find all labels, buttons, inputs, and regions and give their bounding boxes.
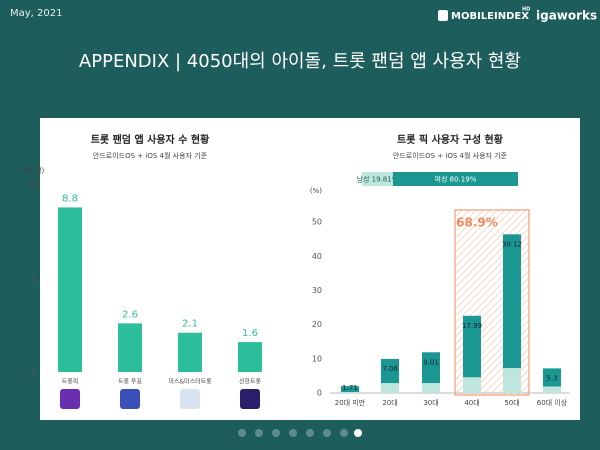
x-tick-label: 30대: [423, 399, 438, 407]
app-icon: [120, 389, 140, 409]
chart-title: 트롯 픽 사용자 구성 현황: [397, 133, 504, 146]
value-label: 39.12: [502, 240, 522, 248]
chart-subtitle: 안드로이드OS + iOS 4월 사용자 기준: [393, 151, 508, 160]
x-tick-label: 트롯 투표: [118, 379, 142, 386]
bar-segment: [543, 386, 561, 393]
split-segment: [362, 172, 393, 186]
slide-title: APPENDIX | 4050대의 아이돌, 트롯 팬덤 앱 사용자 현황: [79, 51, 521, 72]
page-dot[interactable]: [255, 429, 263, 437]
y-tick-label: 5: [31, 274, 36, 283]
bar-segment: [463, 377, 481, 393]
value-label: 17.99: [462, 322, 482, 330]
x-tick-label: 50대: [504, 399, 519, 407]
page-dot[interactable]: [272, 429, 280, 437]
bar-segment: [422, 383, 440, 393]
y-tick-label: 40: [312, 252, 322, 261]
value-label: 1.6: [242, 328, 258, 339]
annotation: 68.9%: [456, 216, 498, 230]
bar-segment: [381, 383, 399, 393]
page-dot[interactable]: [323, 429, 331, 437]
chart-subtitle: 안드로이드OS + iOS 4월 사용자 기준: [93, 151, 208, 160]
chart-title: 트롯 팬덤 앱 사용자 수 현황: [91, 133, 210, 146]
split-segment: [392, 172, 518, 186]
logo-partner: igaworks: [536, 9, 597, 23]
pager: [238, 429, 362, 437]
bar: [118, 323, 142, 372]
bar: [178, 332, 202, 372]
logo-icon: [438, 10, 448, 21]
page-dot-active[interactable]: [354, 429, 362, 437]
y-tick-label: 10: [29, 181, 39, 190]
page-dot[interactable]: [289, 429, 297, 437]
y-tick-label: 10: [312, 354, 322, 363]
page-dot[interactable]: [238, 429, 246, 437]
value-label: 7.06: [382, 365, 398, 373]
y-tick-label: 20: [312, 320, 322, 329]
bar: [238, 342, 262, 372]
logo-badge: HD: [522, 7, 530, 13]
bar-segment: [503, 234, 521, 369]
value-label: 9.01: [423, 358, 439, 366]
x-tick-label: 40대: [464, 399, 479, 407]
value-label: 5.3: [546, 374, 557, 382]
y-tick-label: 0: [31, 368, 36, 377]
x-tick-label: 20대: [382, 399, 397, 407]
date: May, 2021: [10, 8, 62, 19]
value-label: 2.1: [182, 319, 198, 330]
page-dot[interactable]: [306, 429, 314, 437]
page-dot[interactable]: [340, 429, 348, 437]
logo-main: MOBILEINDEX: [451, 11, 529, 22]
x-tick-label: 60대 이상: [537, 398, 568, 407]
y-axis-label: (만 명): [24, 166, 45, 175]
x-tick-label: 트롯픽: [62, 378, 79, 386]
x-tick-label: 선한트롯: [239, 378, 262, 386]
app-icon: [180, 389, 200, 409]
y-tick-label: 30: [312, 286, 322, 295]
value-label: 1.71: [342, 384, 358, 392]
value-label: 8.8: [62, 193, 78, 204]
bar-segment: [341, 386, 359, 392]
bar-segment: [422, 352, 440, 384]
y-tick-label: 50: [312, 218, 322, 227]
bar-segment: [381, 358, 399, 384]
bar-segment: [341, 391, 359, 393]
bar-segment: [503, 368, 521, 393]
value-label: 2.6: [122, 309, 138, 320]
x-tick-label: 미스&미스터트롯: [168, 378, 212, 386]
y-axis-label: (%): [310, 187, 322, 195]
y-tick-label: 0: [317, 389, 322, 398]
split-label: 남성 19.81%: [357, 175, 399, 184]
split-label: 여성 80.19%: [435, 175, 477, 184]
bar: [58, 207, 82, 372]
bar-segment: [543, 368, 561, 387]
app-icon: [240, 389, 260, 409]
x-tick-label: 20대 미만: [335, 398, 366, 407]
app-icon: [60, 389, 80, 409]
bar-segment: [463, 315, 481, 378]
